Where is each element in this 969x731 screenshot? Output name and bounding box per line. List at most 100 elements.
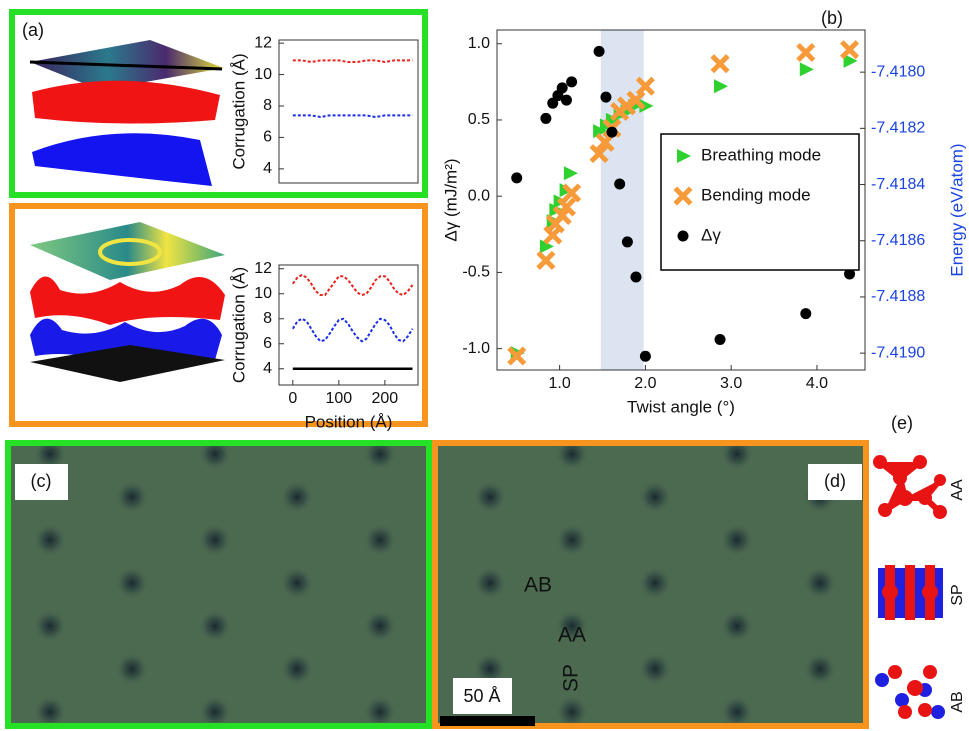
annotation: AA [558, 624, 586, 647]
label-box [453, 678, 512, 714]
marker-triangle [539, 239, 554, 254]
surface-pattern [98, 238, 162, 266]
marker-circle [677, 230, 689, 242]
marker-circle [714, 334, 726, 346]
marker-x [562, 183, 582, 203]
annotation: SP [560, 664, 583, 692]
line [292, 59, 413, 64]
marker-circle [614, 178, 626, 190]
y-tick-label: 0.0 [468, 187, 490, 204]
line [292, 114, 413, 119]
surface [30, 222, 225, 280]
marker-x [840, 40, 860, 60]
label-box [808, 464, 862, 500]
marker-circle [560, 94, 572, 106]
structure-label: SP [949, 584, 966, 605]
marker-x [626, 90, 646, 110]
plot-frame [278, 39, 419, 184]
panel-label: (d) [824, 471, 846, 491]
y2-tick-label: -7.4182 [871, 120, 925, 137]
frame [9, 9, 428, 198]
moire-image [5, 440, 432, 729]
surface [30, 276, 225, 325]
x-tick-label: 4.0 [806, 375, 828, 392]
marker-x [616, 96, 637, 116]
y-tick-label: 1.0 [468, 35, 490, 52]
structure-aa [873, 455, 947, 519]
x-tick-label: 3.0 [720, 375, 742, 392]
x-tick-label: 0 [288, 390, 297, 407]
marker-circle [511, 172, 523, 184]
marker-triangle [799, 62, 814, 77]
line [292, 273, 414, 297]
legend-box [660, 133, 860, 271]
cut-line [29, 60, 223, 71]
structure-ab [875, 665, 945, 719]
marker-circle [600, 91, 612, 103]
y-tick-label: -0.5 [462, 264, 490, 281]
marker-circle [844, 268, 856, 280]
line [291, 317, 414, 343]
y-tick-label: 12 [254, 34, 272, 51]
y-tick-label: -1.0 [462, 340, 490, 357]
y2-tick-label: -7.4184 [871, 176, 925, 193]
marker-triangle [843, 53, 858, 68]
x-tick-label: 200 [372, 390, 399, 407]
x-axis-label: Position (Å) [305, 412, 393, 431]
marker-x [507, 346, 527, 366]
y-tick-label: 6 [263, 129, 272, 146]
marker-x [556, 197, 577, 217]
marker-circle [630, 271, 642, 283]
marker-circle [606, 126, 618, 138]
plot-frame [496, 29, 866, 371]
x-tick-label: 2.0 [634, 375, 656, 392]
panel-label: (a) [22, 20, 44, 40]
surface [30, 345, 225, 382]
marker-circle [800, 308, 812, 320]
legend-label: Bending mode [701, 185, 811, 204]
x-tick-label: 100 [325, 390, 352, 407]
marker-x [796, 42, 816, 63]
y-tick-label: 10 [254, 285, 272, 302]
panel-label: (c) [31, 471, 52, 491]
marker-x [589, 144, 609, 164]
marker-x [673, 186, 693, 206]
shaded-region [600, 30, 644, 370]
marker-circle [621, 236, 633, 248]
marker-x [595, 132, 615, 152]
marker-x [710, 54, 730, 74]
marker-circle [540, 112, 552, 124]
marker-circle [566, 76, 578, 88]
legend-label: Δγ [701, 225, 721, 244]
surface [30, 318, 222, 362]
y-tick-label: 4 [263, 360, 272, 377]
structure-label: AB [949, 691, 966, 712]
x-tick-label: 1.0 [548, 375, 570, 392]
y-tick-label: 12 [254, 260, 272, 277]
legend-label: Breathing mode [701, 145, 821, 164]
y-tick-label: 4 [263, 160, 272, 177]
scale-bar [440, 716, 535, 726]
frame [9, 203, 428, 427]
marker-triangle [639, 98, 654, 113]
y2-tick-label: -7.4190 [871, 344, 925, 361]
y-tick-label: 6 [263, 335, 272, 352]
marker-triangle [563, 166, 578, 181]
marker-circle [593, 45, 605, 57]
y2-axis-label: Energy (eV/atom) [947, 143, 966, 276]
marker-x [635, 76, 655, 96]
marker-circle [556, 82, 568, 94]
marker-x [552, 205, 572, 225]
y-axis-label: Δγ (mJ/m²) [441, 158, 460, 241]
marker-triangle [677, 149, 691, 163]
y-axis-label: Corrugation (Å) [229, 53, 248, 169]
y-tick-label: 8 [263, 97, 272, 114]
x-axis-label: Twist angle (°) [627, 397, 735, 416]
scale-label: 50 Å [463, 686, 500, 706]
label-box [15, 464, 68, 500]
surface [32, 133, 212, 186]
y-tick-label: 10 [254, 66, 272, 83]
marker-circle [639, 350, 651, 362]
panel-label: (e) [891, 413, 913, 433]
